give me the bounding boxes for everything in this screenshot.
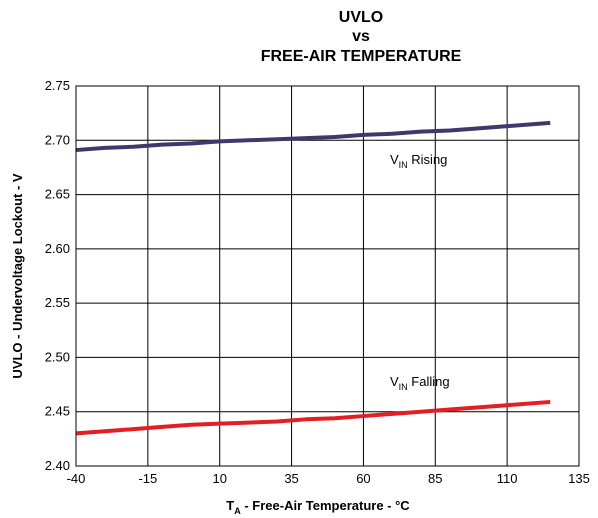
chart-title: UVLO vs FREE-AIR TEMPERATURE [261,9,462,65]
series-label-vin-falling-rest: Falling [408,374,450,389]
series-label-vin-rising: VIN Rising [390,152,447,170]
x-axis-label-sub: A [234,506,241,516]
plot-frame [75,85,580,467]
y-tick-label: 2.60 [45,241,70,256]
grid-lines [76,86,579,466]
x-axis-label-main: T [226,498,234,513]
y-tick-label: 2.70 [45,132,70,147]
x-tick-label: -40 [67,471,86,486]
x-axis-label-rest: - Free-Air Temperature - °C [241,498,411,513]
y-axis-label: UVLO - Undervoltage Lockout - V [10,173,25,378]
x-tick-label: 35 [284,471,298,486]
chart-title-line-3: FREE-AIR TEMPERATURE [261,48,462,65]
series-label-vin-rising-sub: IN [399,160,408,170]
tick-labels: -40 -15 10 35 60 85 110 135 2.40 2.45 2.50 2.55 2.60… [45,78,590,486]
x-tick-label: 135 [568,471,590,486]
y-tick-label: 2.75 [45,78,70,93]
y-tick-label: 2.50 [45,349,70,364]
x-tick-label: 85 [428,471,442,486]
x-axis-label: TA - Free-Air Temperature - °C [226,498,410,516]
series-label-vin-falling: VIN Falling [390,374,450,392]
x-tick-label: 10 [212,471,226,486]
series-line-vin-falling [75,399,551,436]
series-line-vin-rising [75,120,551,153]
y-tick-label: 2.45 [45,404,70,419]
series-label-vin-rising-rest: Rising [408,152,448,167]
y-tick-label: 2.65 [45,187,70,202]
series-layer [75,120,551,436]
chart-title-line-1: UVLO [339,9,383,26]
y-tick-label: 2.40 [45,458,70,473]
series-label-vin-rising-main: V [390,152,399,167]
series-label-vin-falling-main: V [390,374,399,389]
chart-title-line-2: vs [352,28,370,45]
x-tick-label: -15 [138,471,157,486]
x-tick-label: 110 [497,471,518,486]
y-tick-label: 2.55 [45,295,70,310]
x-tick-label: 60 [356,471,370,486]
series-label-vin-falling-sub: IN [399,382,408,392]
